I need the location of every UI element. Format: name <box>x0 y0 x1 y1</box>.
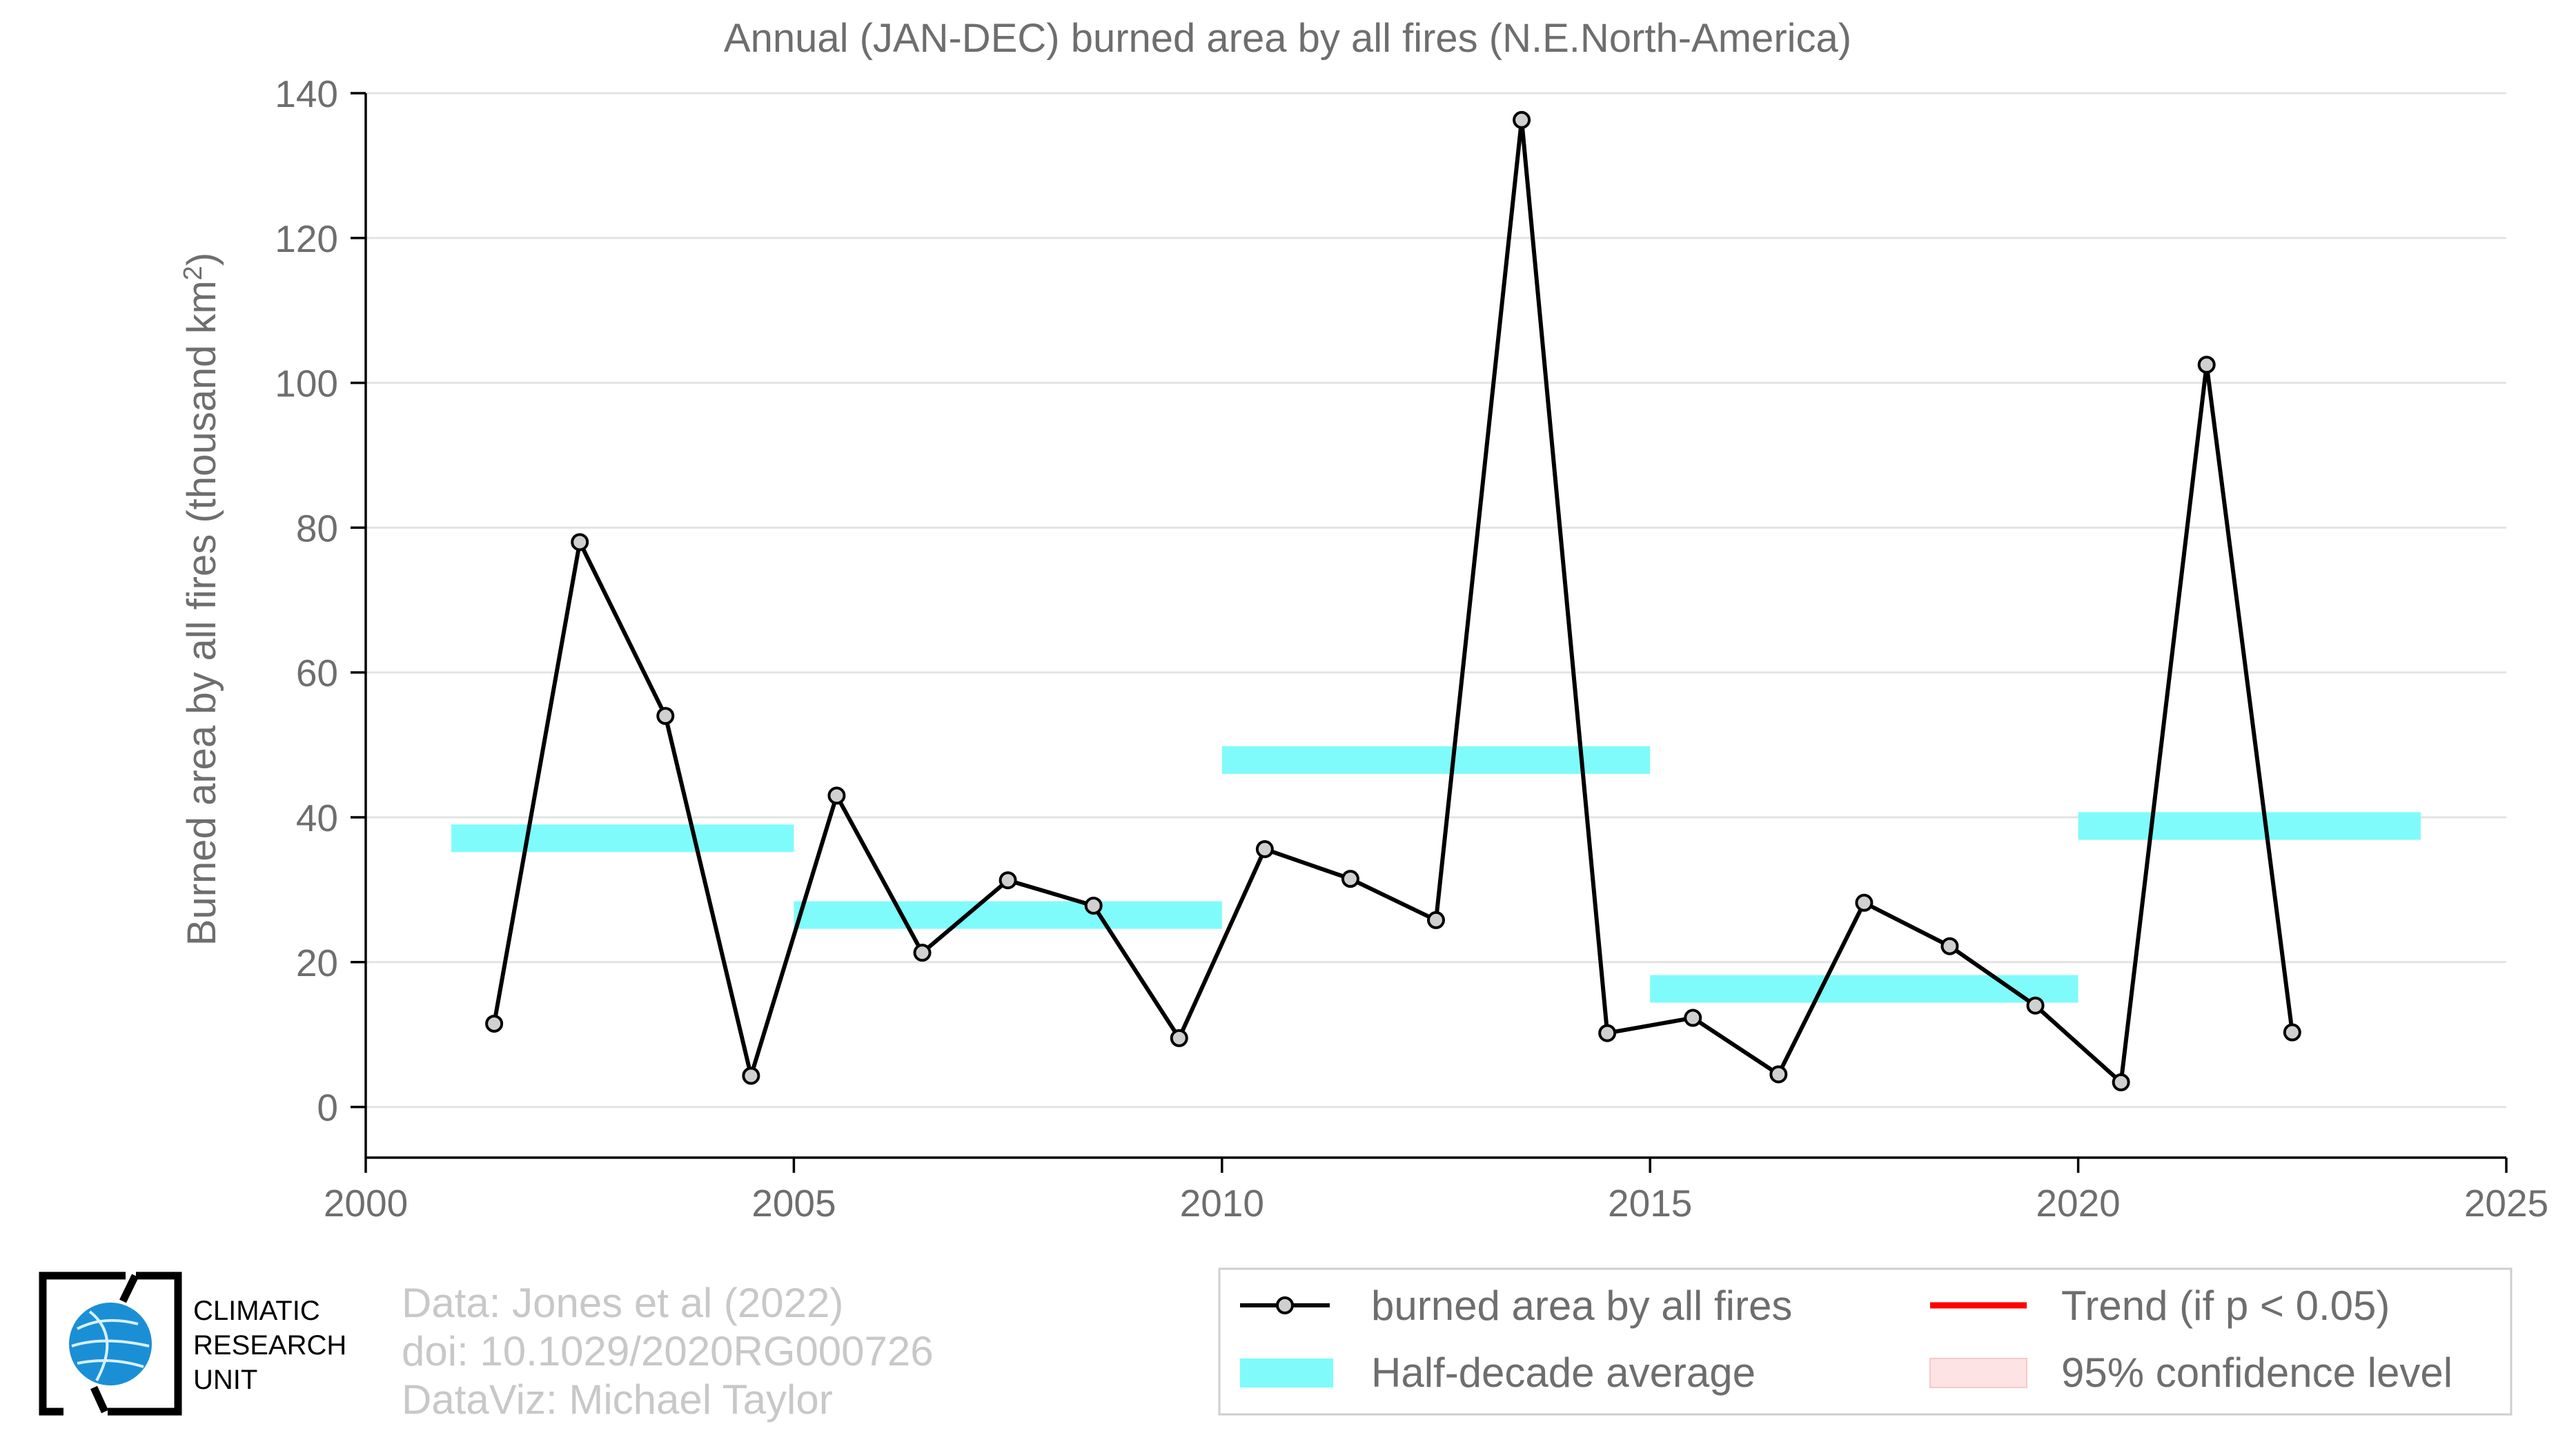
data-point <box>1255 840 1274 859</box>
logo-slash-bottom <box>90 1385 109 1414</box>
data-point <box>656 707 675 726</box>
legend-label-series: burned area by all fires <box>1371 1283 1792 1329</box>
y-tick-label: 60 <box>296 652 338 694</box>
data-point <box>827 786 846 805</box>
x-tick-label: 2020 <box>2036 1182 2120 1225</box>
logo-slash-top <box>119 1274 139 1303</box>
legend: burned area by all fires Trend (if p < 0… <box>1218 1267 2513 1416</box>
x-tick-label: 2025 <box>2464 1182 2548 1225</box>
credit-doi: doi: 10.1029/2020RG000726 <box>402 1328 934 1374</box>
y-axis-label: Burned area by all fires (thousand km2) <box>179 253 224 946</box>
series-burned-area <box>485 110 2301 1091</box>
x-tick-label: 2010 <box>1180 1182 1264 1225</box>
y-tick-label: 0 <box>317 1087 338 1129</box>
half-decade-average-bar <box>794 901 1222 929</box>
y-tick-label: 140 <box>275 72 338 115</box>
data-point <box>2197 356 2216 374</box>
legend-label-half-decade: Half-decade average <box>1371 1350 1756 1396</box>
logo-text-unit: UNIT <box>193 1365 257 1395</box>
grid <box>366 92 2506 1109</box>
half-decade-average-bands <box>451 746 2421 1003</box>
data-point <box>485 1014 504 1033</box>
axes <box>364 93 2506 1159</box>
data-point <box>571 533 589 552</box>
legend-label-trend: Trend (if p < 0.05) <box>2061 1283 2390 1329</box>
x-tick-label: 2005 <box>751 1182 836 1225</box>
data-point <box>913 944 932 962</box>
data-point <box>2026 996 2045 1015</box>
y-tick-label: 40 <box>296 797 338 839</box>
half-decade-average-bar <box>2078 812 2421 840</box>
logo-bracket-left <box>39 1272 126 1416</box>
chart-title: Annual (JAN-DEC) burned area by all fire… <box>724 16 1851 61</box>
cru-logo: CLIMATIC RESEARCH UNIT <box>39 1272 346 1416</box>
y-tick-label: 80 <box>296 507 338 549</box>
legend-half-decade-swatch <box>1240 1359 1333 1387</box>
y-tick-label: 100 <box>275 362 338 405</box>
globe-swirl <box>71 1310 150 1381</box>
data-point <box>1084 896 1103 915</box>
data-point <box>1427 910 1445 929</box>
legend-label-confidence: 95% confidence level <box>2061 1350 2452 1396</box>
data-point <box>999 871 1017 890</box>
data-point <box>1684 1009 1702 1027</box>
y-tick-label: 20 <box>296 942 338 984</box>
x-tick-label: 2000 <box>324 1182 408 1225</box>
half-decade-average-bar <box>1221 746 1651 775</box>
legend-box <box>1218 1267 2513 1416</box>
data-point <box>2112 1073 2130 1091</box>
logo-bracket-right <box>108 1272 182 1416</box>
data-point <box>1341 870 1359 888</box>
data-point <box>1940 937 1959 955</box>
data-point <box>2283 1023 2301 1042</box>
logo-text-climatic: CLIMATIC <box>193 1296 320 1326</box>
data-point <box>1769 1065 1788 1084</box>
y-axis-label-superscript: 2 <box>179 266 208 280</box>
y-axis-label-main: Burned area by all fires (thousand km <box>179 280 224 946</box>
logo-text-research: RESEARCH <box>193 1330 346 1361</box>
data-point <box>742 1067 760 1085</box>
x-tick-label: 2015 <box>1608 1182 1692 1225</box>
half-decade-average-bar <box>1650 975 2078 1003</box>
half-decade-average-bar <box>451 824 794 853</box>
data-point <box>1170 1029 1188 1047</box>
data-point <box>1513 110 1531 129</box>
credit-dataviz: DataViz: Michael Taylor <box>402 1376 833 1423</box>
data-point <box>1598 1024 1617 1042</box>
credit-data: Data: Jones et al (2022) <box>402 1280 843 1326</box>
series-line <box>492 117 2294 1084</box>
legend-confidence-swatch <box>1929 1358 2027 1388</box>
legend-marker-swatch <box>1276 1296 1294 1314</box>
y-axis-label-end: ) <box>179 253 224 266</box>
data-point <box>1855 893 1874 912</box>
y-axis-ticks: 0 20 40 60 80 100 120 140 <box>275 72 366 1129</box>
y-tick-label: 120 <box>275 217 338 260</box>
x-axis-ticks: 2000 2005 2010 2015 2020 2025 <box>324 1158 2548 1225</box>
